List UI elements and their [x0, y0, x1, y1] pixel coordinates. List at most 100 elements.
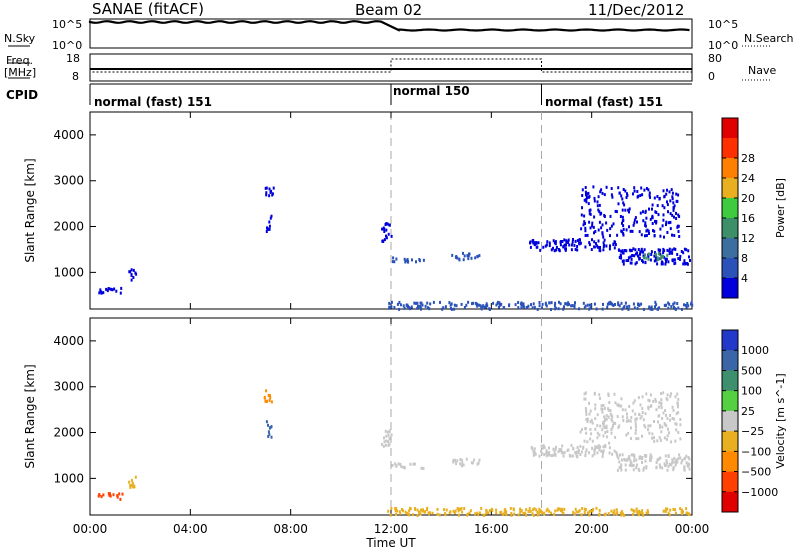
- colorbar-tick-label: −1000: [741, 486, 778, 499]
- data-cell: [676, 401, 679, 405]
- data-cell: [589, 409, 592, 413]
- data-cell: [478, 254, 481, 258]
- freq-label-2: [MHz]: [4, 66, 37, 79]
- data-cell: [432, 300, 435, 304]
- data-cell: [670, 463, 673, 467]
- data-cell: [572, 238, 574, 241]
- data-cell: [609, 227, 612, 231]
- data-cell: [677, 411, 680, 415]
- data-cell: [676, 253, 679, 256]
- data-cell: [654, 219, 656, 223]
- cpid-segment-2: normal 150: [393, 84, 470, 98]
- data-cell: [675, 511, 677, 515]
- data-cell: [567, 241, 569, 244]
- data-cell: [428, 512, 430, 516]
- data-cell: [605, 424, 608, 428]
- data-cell: [685, 461, 688, 465]
- data-cell: [119, 497, 122, 501]
- data-cell: [599, 424, 602, 428]
- data-cell: [597, 444, 600, 448]
- data-cell: [650, 404, 653, 408]
- data-cell: [457, 513, 460, 517]
- data-cell: [505, 510, 508, 514]
- data-cell: [265, 230, 268, 233]
- data-cell: [520, 306, 523, 310]
- data-cell: [573, 306, 576, 310]
- data-cell: [643, 248, 646, 252]
- data-cell: [536, 245, 539, 249]
- data-cell: [583, 392, 586, 396]
- data-cell: [647, 424, 650, 428]
- data-cell: [414, 301, 417, 305]
- data-cell: [605, 417, 608, 421]
- data-cell: [519, 510, 522, 514]
- data-cell: [110, 287, 112, 291]
- data-cell: [467, 257, 470, 261]
- data-cell: [656, 204, 659, 208]
- data-cell: [643, 423, 646, 427]
- data-cell: [612, 242, 615, 246]
- data-cell: [675, 458, 678, 462]
- data-cell: [557, 307, 560, 311]
- data-cell: [384, 443, 387, 447]
- data-cell: [670, 250, 673, 254]
- data-cell: [429, 511, 432, 515]
- data-cell: [619, 254, 622, 258]
- data-cell: [514, 303, 517, 307]
- data-cell: [574, 507, 577, 511]
- data-cell: [657, 252, 660, 256]
- data-cell: [691, 303, 694, 307]
- data-cell: [408, 509, 411, 513]
- data-cell: [589, 306, 592, 310]
- data-cell: [420, 307, 423, 311]
- data-cell: [673, 258, 676, 262]
- data-cell: [629, 459, 632, 463]
- data-cell: [674, 463, 677, 467]
- data-cell: [517, 306, 520, 310]
- colorbar-frame: [721, 117, 739, 299]
- data-cell: [607, 415, 610, 419]
- data-cell: [665, 260, 667, 264]
- data-cell: [686, 262, 689, 266]
- data-cell: [653, 420, 655, 423]
- data-cell: [396, 509, 399, 513]
- data-cell: [520, 509, 523, 513]
- data-cell: [131, 481, 134, 485]
- data-cell: [443, 508, 446, 512]
- data-cell: [666, 203, 669, 207]
- data-cell: [397, 462, 400, 466]
- data-cell: [628, 207, 631, 211]
- data-cell: [538, 454, 541, 458]
- data-cell: [628, 248, 631, 252]
- data-cell: [265, 191, 268, 195]
- data-cell: [268, 426, 271, 430]
- data-cell: [652, 399, 655, 403]
- colorbar-swatch: [722, 350, 738, 371]
- data-cell: [596, 451, 599, 455]
- data-cell: [561, 240, 564, 243]
- data-cell: [644, 261, 647, 265]
- data-cell: [601, 223, 604, 227]
- data-cell: [666, 248, 669, 252]
- data-cell: [552, 453, 555, 457]
- data-cell: [388, 429, 391, 433]
- data-cell: [603, 406, 606, 410]
- data-cell: [583, 397, 586, 401]
- data-cell: [659, 465, 662, 469]
- data-cell: [636, 306, 639, 310]
- data-cell: [553, 450, 556, 454]
- data-cell: [669, 199, 672, 203]
- data-cell: [402, 509, 404, 513]
- data-cell: [661, 417, 664, 420]
- data-cell: [483, 305, 486, 309]
- data-cell: [653, 254, 656, 258]
- data-cell: [395, 464, 398, 468]
- data-cell: [108, 493, 111, 497]
- data-cell: [648, 193, 651, 197]
- data-cell: [616, 403, 619, 407]
- data-cell: [588, 209, 591, 213]
- data-cell: [687, 456, 690, 459]
- data-cell: [562, 245, 565, 249]
- data-cell: [130, 478, 133, 482]
- data-cell: [648, 232, 650, 235]
